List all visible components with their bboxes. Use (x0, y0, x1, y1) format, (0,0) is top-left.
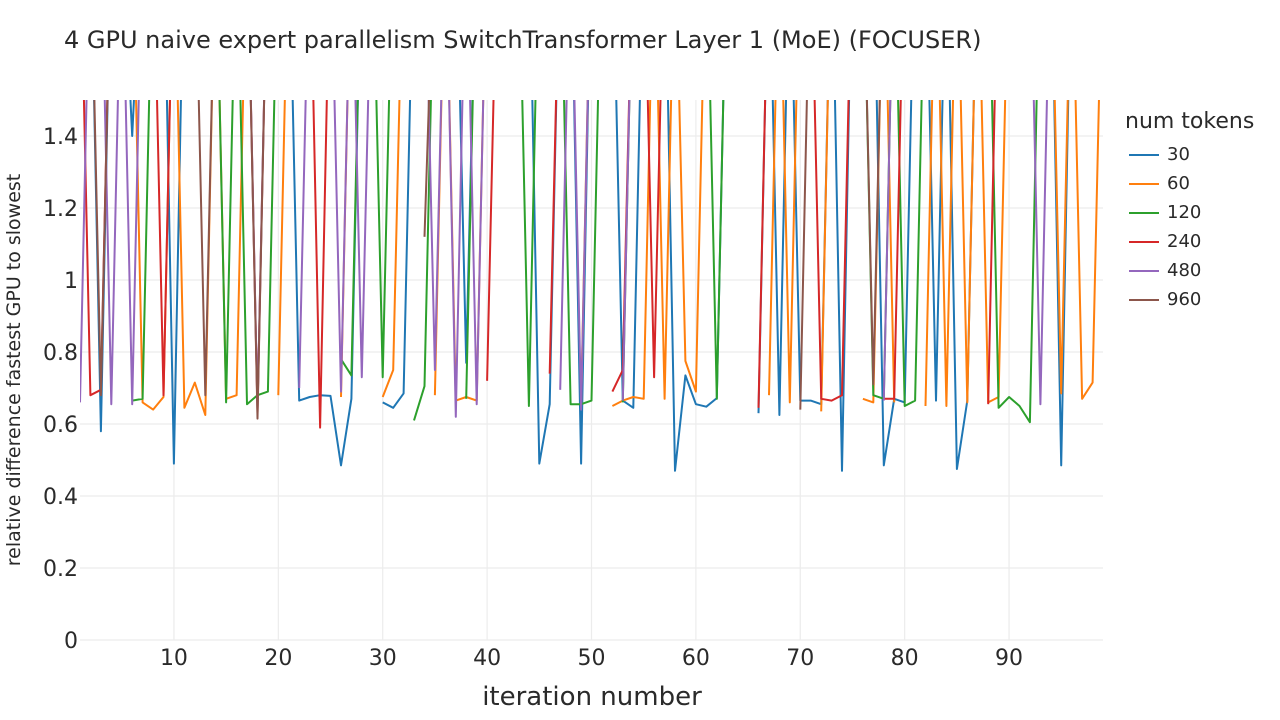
legend-label: 960 (1167, 289, 1202, 310)
x-tick-label: 80 (891, 646, 919, 671)
legend-swatch (1129, 182, 1159, 185)
legend-item-480[interactable]: 480 (1125, 256, 1254, 285)
legend-item-30[interactable]: 30 (1125, 140, 1254, 169)
tick-labels: 10 20 30 40 50 60 70 80 90 0 0.2 0.4 0.6 0.8 1 1.2 1.4 (43, 125, 1023, 671)
legend: num tokens 30 60 120 240 480 960 (1125, 109, 1254, 314)
legend-items: 30 60 120 240 480 960 (1125, 140, 1254, 314)
y-tick-label: 0.8 (43, 341, 78, 366)
y-tick-label: 1 (64, 269, 78, 294)
x-tick-label: 90 (995, 646, 1023, 671)
x-tick-label: 10 (160, 646, 188, 671)
legend-swatch (1129, 240, 1159, 243)
legend-swatch (1129, 211, 1159, 214)
y-axis-title: relative difference fastest GPU to slowe… (3, 174, 25, 567)
chart-title: 4 GPU naive expert parallelism SwitchTra… (64, 26, 982, 54)
legend-label: 240 (1167, 231, 1202, 252)
y-tick-label: 0.2 (43, 557, 78, 582)
x-tick-label: 60 (682, 646, 710, 671)
legend-label: 60 (1167, 173, 1190, 194)
series-line-30 (93, 100, 1070, 472)
x-tick-label: 30 (369, 646, 397, 671)
y-tick-label: 0.6 (43, 413, 78, 438)
legend-label: 30 (1167, 144, 1190, 165)
legend-label: 120 (1167, 202, 1202, 223)
series-line-960 (93, 100, 881, 420)
y-tick-label: 0.4 (43, 485, 78, 510)
y-tick-label: 1.2 (43, 197, 78, 222)
legend-item-960[interactable]: 960 (1125, 285, 1254, 314)
legend-swatch (1129, 298, 1159, 301)
legend-label: 480 (1167, 260, 1202, 281)
legend-item-240[interactable]: 240 (1125, 227, 1254, 256)
legend-item-60[interactable]: 60 (1125, 169, 1254, 198)
y-tick-label: 1.4 (43, 125, 78, 150)
legend-title: num tokens (1125, 109, 1255, 134)
x-tick-label: 70 (786, 646, 814, 671)
y-tick-label: 0 (64, 629, 78, 654)
x-axis-title: iteration number (482, 682, 702, 712)
legend-item-120[interactable]: 120 (1125, 198, 1254, 227)
legend-swatch (1129, 269, 1159, 272)
legend-swatch (1129, 153, 1159, 156)
x-tick-label: 40 (473, 646, 501, 671)
series-lines (80, 100, 1100, 472)
x-tick-label: 20 (264, 646, 292, 671)
grid (80, 100, 1103, 641)
x-tick-label: 50 (578, 646, 606, 671)
